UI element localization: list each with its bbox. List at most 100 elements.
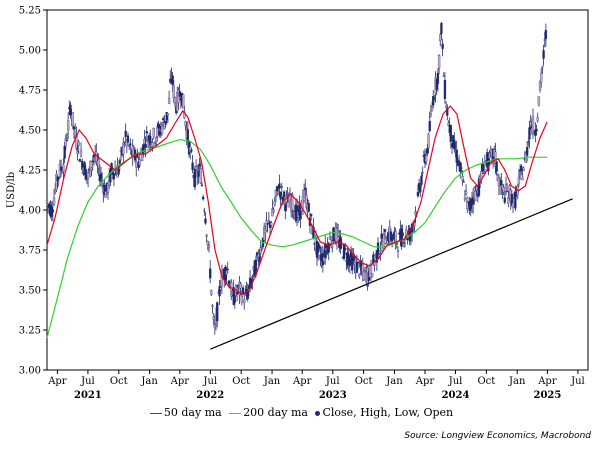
legend: 50 day ma 200 day ma Close, High, Low, O…	[0, 406, 603, 419]
x-tick-label: Oct	[110, 376, 128, 387]
candle-body	[194, 166, 198, 170]
x-tick-label: Oct	[232, 376, 250, 387]
candle-body	[443, 80, 447, 99]
candle-body	[352, 256, 355, 262]
candle-body	[503, 197, 506, 203]
x-tick-label: Jul	[325, 376, 340, 387]
y-tick-label: 5.00	[19, 46, 41, 57]
candle-body	[77, 141, 80, 146]
x-tick-label: Jan	[140, 376, 158, 387]
candle-body	[437, 55, 441, 69]
candle-body	[507, 197, 510, 204]
candle-body	[243, 299, 246, 304]
candle-body	[56, 176, 59, 181]
candle-body	[383, 229, 387, 232]
candle-body	[517, 176, 521, 185]
candle-body	[122, 142, 125, 155]
candle-body	[287, 201, 290, 208]
candle-body	[145, 131, 148, 134]
candle-body	[278, 183, 281, 189]
candle-body	[52, 197, 56, 205]
y-tick-label: 4.75	[19, 86, 41, 97]
candle-body	[51, 209, 55, 213]
candle-body	[426, 148, 429, 154]
legend-swatch-200ma	[229, 412, 242, 414]
candle-body	[464, 191, 468, 195]
candle-body	[433, 97, 436, 100]
candle-body	[543, 39, 546, 41]
candle-body	[461, 176, 464, 181]
candle-body	[126, 135, 130, 143]
candle-body	[142, 144, 145, 155]
candle-body	[525, 147, 529, 156]
candle-body	[309, 214, 313, 217]
candle-body	[481, 163, 484, 172]
candle-body	[425, 155, 428, 162]
plot-frame	[46, 9, 589, 371]
candle-body	[66, 120, 70, 131]
candle-body	[270, 222, 273, 226]
candle-body	[157, 123, 160, 129]
candle-body	[155, 137, 158, 142]
candle-body	[219, 287, 222, 290]
candle-body	[402, 242, 406, 244]
candle-body	[400, 228, 403, 247]
candle-body	[153, 142, 157, 144]
legend-swatch-50ma	[149, 412, 162, 414]
candle-body	[279, 192, 282, 200]
candle-body	[544, 30, 548, 40]
candle-body	[205, 234, 208, 237]
candle-body	[419, 186, 422, 193]
candle-body	[498, 185, 502, 195]
candle-body	[200, 184, 204, 186]
candle-body	[97, 159, 100, 169]
candle-body	[104, 191, 107, 198]
x-tick-label: Apr	[170, 376, 190, 387]
candle-body	[272, 209, 275, 213]
candle-body	[536, 117, 539, 121]
x-tick-label: Jul	[570, 376, 585, 387]
candle-body	[69, 104, 72, 116]
candle-body	[328, 236, 332, 240]
candle-body	[178, 91, 181, 97]
candle-body	[429, 113, 433, 116]
candle-body	[467, 201, 470, 203]
candle-body	[86, 172, 90, 179]
candle-body	[299, 203, 302, 220]
candle-body	[401, 232, 404, 236]
candle-body	[455, 149, 458, 163]
x-year-label: 2025	[533, 390, 561, 401]
candle-body	[164, 120, 167, 124]
x-tick-label: Apr	[292, 376, 312, 387]
candle-body	[511, 202, 515, 208]
y-tick-label: 3.50	[19, 286, 41, 297]
candle-body	[198, 164, 201, 167]
candle-body	[421, 171, 424, 174]
candle-body	[160, 125, 164, 134]
candle-body	[462, 181, 465, 183]
candle-body	[193, 168, 197, 188]
candle-body	[371, 273, 374, 278]
candle-body	[520, 165, 523, 172]
candle-body	[99, 173, 103, 180]
candle-body	[76, 151, 79, 155]
support-trendline	[210, 198, 573, 350]
candle-body	[286, 194, 289, 196]
candle-body	[117, 169, 120, 175]
chart-area: 3.00 3.25 3.50 3.75 4.00 4.25 4.50 4.75 5.00 5.25…	[6, 6, 589, 401]
candle-body	[90, 167, 93, 171]
candle-body	[197, 171, 200, 177]
candle-body	[369, 263, 373, 278]
candle-body	[267, 220, 271, 222]
candle-body	[529, 121, 532, 126]
candle-body	[521, 176, 524, 181]
candle-body	[124, 130, 127, 138]
candle-body	[500, 180, 503, 186]
candle-body	[226, 268, 229, 270]
candle-body	[282, 191, 286, 198]
source-note: Source: Longview Economics, Macrobond	[404, 431, 591, 441]
candle-body	[441, 43, 444, 49]
candle-body	[171, 75, 174, 85]
candle-body	[152, 128, 155, 137]
legend-item-50ma: 50 day ma	[149, 406, 222, 419]
